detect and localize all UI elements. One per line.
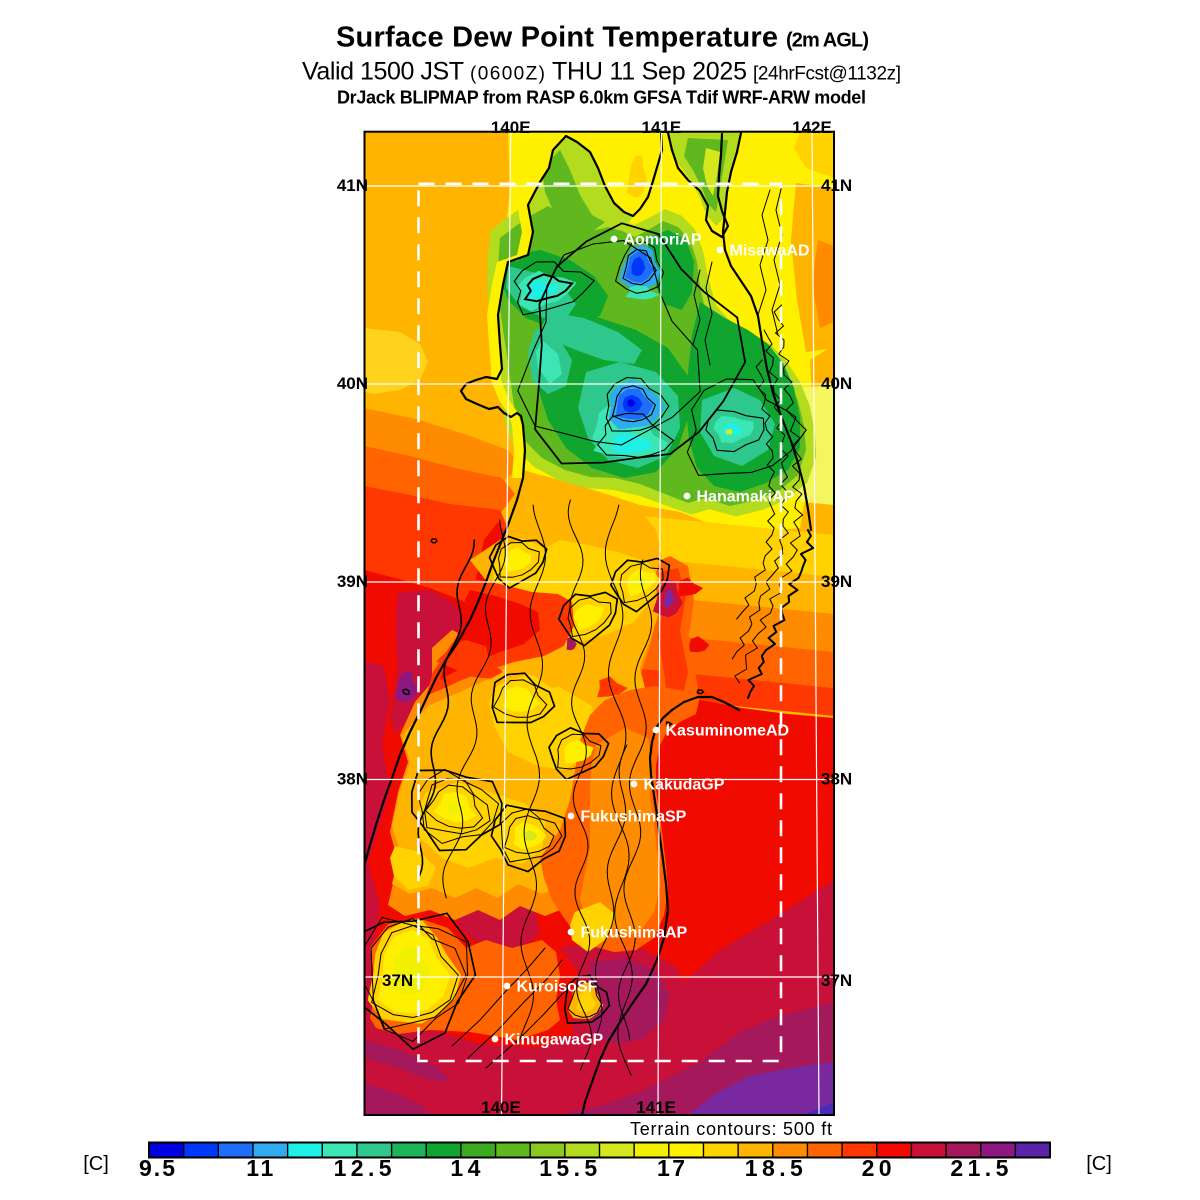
- svg-text:Surface Dew Point Temperature(: Surface Dew Point Temperature (2m AGL): [336, 22, 869, 54]
- svg-text:39N: 39N: [337, 572, 368, 591]
- svg-text:HanamakiAP: HanamakiAP: [697, 489, 795, 506]
- svg-text:KuroisoSF: KuroisoSF: [517, 979, 598, 996]
- svg-text:38N: 38N: [821, 770, 852, 789]
- svg-text:140E: 140E: [481, 1098, 521, 1117]
- svg-text:40N: 40N: [337, 374, 368, 393]
- svg-text:40N: 40N: [821, 374, 852, 393]
- svg-text:140E: 140E: [491, 118, 531, 137]
- svg-text:18.5: 18.5: [745, 1155, 803, 1181]
- svg-text:21.5: 21.5: [950, 1155, 1008, 1181]
- svg-text:37N: 37N: [382, 971, 413, 990]
- svg-text:FukushimaSP: FukushimaSP: [581, 809, 687, 826]
- svg-text:9.5: 9.5: [139, 1155, 175, 1181]
- svg-text:Terrain contours: 500 ft: Terrain contours: 500 ft: [630, 1119, 832, 1139]
- svg-text:142E: 142E: [792, 118, 832, 137]
- svg-text:KakudaGP: KakudaGP: [644, 777, 725, 794]
- svg-text:15.5: 15.5: [539, 1155, 597, 1181]
- svg-text:37N: 37N: [821, 971, 852, 990]
- svg-text:39N: 39N: [821, 572, 852, 591]
- svg-text:[C]: [C]: [1086, 1153, 1112, 1175]
- svg-text:Valid 1500 JST(0600Z)THU 11 Se: Valid 1500 JST (0600Z) THU 11 Sep 2025 [24h…: [302, 58, 901, 86]
- svg-text:12.5: 12.5: [334, 1155, 392, 1181]
- svg-text:[C]: [C]: [83, 1153, 109, 1175]
- svg-text:KinugawaGP: KinugawaGP: [505, 1032, 604, 1049]
- svg-text:DrJack BLIPMAP from RASP 6.0km: DrJack BLIPMAP from RASP 6.0km GFSA Tdif…: [337, 88, 866, 108]
- svg-text:AomoriAP: AomoriAP: [624, 232, 703, 249]
- svg-text:141E: 141E: [636, 1098, 676, 1117]
- svg-text:38N: 38N: [337, 770, 368, 789]
- svg-text:FukushimaAP: FukushimaAP: [581, 925, 688, 942]
- svg-text:141E: 141E: [642, 118, 682, 137]
- svg-text:KasuminomeAD: KasuminomeAD: [666, 723, 790, 740]
- svg-text:MisawaAD: MisawaAD: [730, 243, 810, 260]
- svg-text:41N: 41N: [337, 176, 368, 195]
- svg-text:41N: 41N: [821, 176, 852, 195]
- svg-text:11: 11: [246, 1155, 273, 1181]
